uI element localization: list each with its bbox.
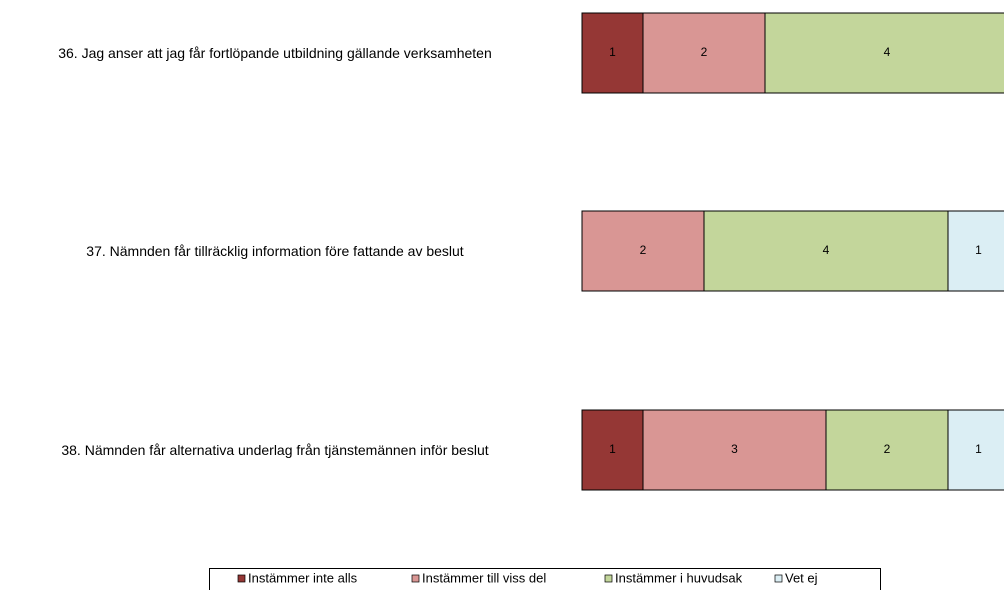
data-label: 1 — [609, 45, 616, 59]
legend-label: Instämmer i huvudsak — [615, 570, 743, 585]
bar-segment — [764, 12, 1004, 94]
data-label: 1 — [975, 442, 982, 456]
legend-swatch — [237, 574, 246, 583]
bar-segment — [947, 210, 1004, 292]
category-label: 37. Nämnden får tillräcklig information … — [86, 243, 464, 259]
legend-box — [209, 568, 881, 590]
legend-swatch — [774, 574, 783, 583]
legend-swatch — [604, 574, 613, 583]
data-label: 2 — [640, 243, 647, 257]
category-label: 36. Jag anser att jag får fortlöpande ut… — [58, 45, 492, 61]
data-label: 1 — [975, 243, 982, 257]
bar-segment — [642, 409, 827, 491]
data-label: 4 — [884, 45, 891, 59]
data-label: 2 — [701, 45, 708, 59]
legend-swatch — [411, 574, 420, 583]
legend-label: Instämmer inte alls — [248, 570, 358, 585]
data-label: 2 — [884, 442, 891, 456]
bar-segment — [825, 409, 949, 491]
bar-segment — [581, 210, 705, 292]
bar-segment — [581, 12, 644, 94]
data-label: 3 — [731, 442, 738, 456]
bar-segment — [947, 409, 1004, 491]
category-label: 38. Nämnden får alternativa underlag frå… — [61, 442, 489, 458]
data-label: 4 — [823, 243, 830, 257]
data-label: 1 — [609, 442, 616, 456]
legend-label: Instämmer till viss del — [422, 570, 546, 585]
bar-segment — [703, 210, 949, 292]
bar-segment — [642, 12, 766, 94]
legend-label: Vet ej — [785, 570, 818, 585]
